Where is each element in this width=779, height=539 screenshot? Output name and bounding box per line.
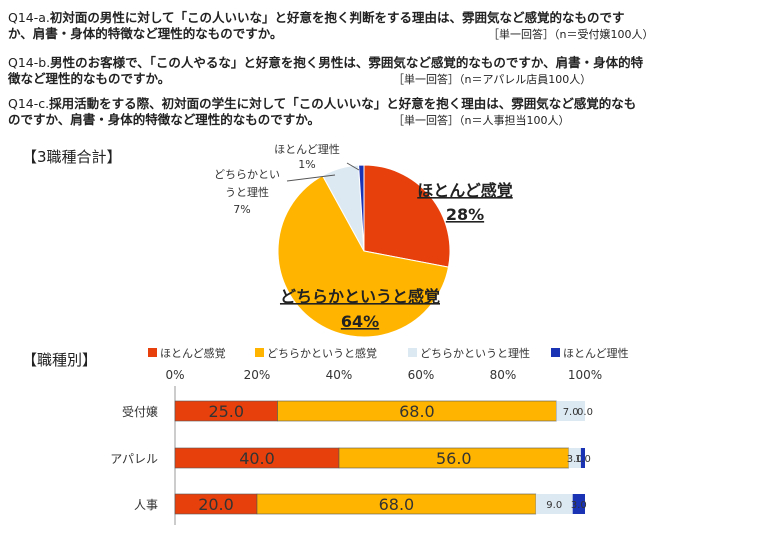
x-tick-label: 40% — [326, 368, 353, 382]
legend-label-0: ほとんど感覚 — [160, 347, 226, 360]
callout-most-reason-name: ほとんど理性 — [274, 142, 340, 156]
bar-data-label: 9.0 — [546, 500, 562, 511]
legend-swatch-1 — [255, 348, 264, 357]
bar-data-label: 3.0 — [567, 454, 583, 465]
x-tick-label: 0% — [165, 368, 184, 382]
question-meta: ［単一回答］（n＝アパレル店員100人） — [393, 73, 592, 86]
pie-chart-title: 【3職種合計】 — [22, 148, 122, 166]
callout-rather-reason-name-1: どちらかとい — [214, 168, 280, 181]
question-meta: ［単一回答］（n＝受付嬢100人） — [488, 28, 654, 41]
question-text-line2: のですか、肩書・身体的特徴など理性的なものですか。 — [8, 112, 321, 127]
question-text-line1: 採用活動をする際、初対面の学生に対して「この人いいな」と好意を抱く理由は、雰囲気… — [49, 96, 637, 111]
legend-label-3: ほとんど理性 — [563, 346, 629, 360]
question-c: Q14-c.採用活動をする際、初対面の学生に対して「この人いいな」と好意を抱く理… — [8, 96, 708, 128]
bar-segment — [572, 494, 585, 514]
bar-data-label: 3.0 — [571, 500, 587, 511]
callout-line-rather-reason — [286, 174, 336, 182]
bar-chart-title: 【職種別】 — [22, 351, 97, 369]
bar-data-label: 1.0 — [575, 454, 591, 465]
bar-segment — [580, 448, 585, 468]
bar-legend: ほとんど感覚 どちらかというと感覚 どちらかというと理性 ほとんど理性 — [148, 346, 629, 360]
question-text-line1: 初対面の男性に対して「この人いいな」と好意を抱く判断をする理由は、雰囲気など感覚… — [49, 10, 625, 25]
question-meta: ［単一回答］（n＝人事担当100人） — [393, 114, 570, 127]
legend-swatch-3 — [551, 348, 560, 357]
legend-swatch-2 — [408, 348, 417, 357]
bar-data-label: 7.0 — [563, 407, 579, 418]
x-tick-label: 20% — [244, 368, 271, 382]
pie-label-rather-sense-value: 64% — [341, 312, 379, 331]
question-text-line2: か、肩書・身体的特徴など理性的なものですか。 — [8, 26, 283, 41]
bar-segment — [556, 401, 585, 421]
callout-rather-reason-name-2: うと理性 — [225, 185, 269, 199]
pie-slice-1 — [277, 174, 450, 338]
category-label: 人事 — [134, 498, 158, 512]
question-a: Q14-a.初対面の男性に対して「この人いいな」と好意を抱く判断をする理由は、雰… — [8, 10, 708, 42]
legend-label-1: どちらかというと感覚 — [267, 347, 377, 360]
bar-data-label: 68.0 — [399, 402, 435, 421]
bar-x-axis: 0% 20% 40% 60% 80% 100% — [165, 368, 602, 525]
question-id: Q14-b. — [8, 55, 51, 70]
callout-rather-reason-value: 7% — [233, 203, 250, 216]
bar-data-label: 25.0 — [208, 402, 244, 421]
callout-most-reason-value: 1% — [298, 158, 315, 171]
pie-label-most-sense-value: 28% — [446, 205, 484, 224]
x-tick-label: 60% — [408, 368, 435, 382]
question-text-line1: 男性のお客様で、「この人やるな」と好意を抱く男性は、雰囲気など感覚的なものですか… — [50, 55, 644, 70]
pie-label-rather-sense-name: どちらかというと感覚 — [280, 287, 440, 306]
question-id: Q14-c. — [8, 96, 50, 111]
pie-label-most-sense-name: ほとんど感覚 — [417, 181, 513, 200]
pie-slice-0 — [363, 164, 451, 268]
bar-data-label: 40.0 — [239, 449, 275, 468]
bar-data-label: 68.0 — [379, 495, 415, 514]
legend-label-2: どちらかというと理性 — [420, 346, 530, 360]
callout-line-most-reason — [346, 162, 360, 171]
bar-data-label: 0.0 — [577, 407, 593, 418]
question-id: Q14-a. — [8, 10, 50, 25]
x-tick-label: 100% — [568, 368, 602, 382]
pie-slice-3 — [358, 164, 365, 252]
category-label: 受付嬢 — [122, 405, 158, 419]
legend-swatch-0 — [148, 348, 157, 357]
bar-data-label: 20.0 — [198, 495, 234, 514]
x-tick-label: 80% — [490, 368, 517, 382]
bar-data-label: 56.0 — [436, 449, 472, 468]
bar-segment — [568, 448, 581, 468]
question-text-line2: 徴など理性的なものですか。 — [8, 71, 171, 86]
bar-segment — [535, 494, 573, 514]
question-b: Q14-b.男性のお客様で、「この人やるな」と好意を抱く男性は、雰囲気など感覚的… — [8, 55, 708, 87]
category-label: アパレル — [110, 452, 158, 466]
